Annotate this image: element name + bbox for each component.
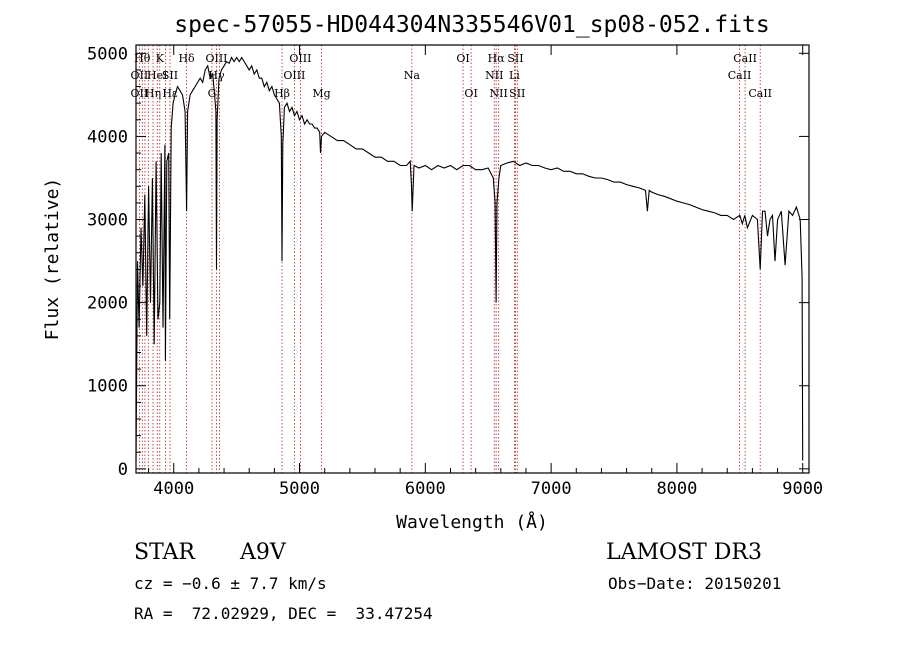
line-label: Hγ	[208, 69, 225, 82]
y-tick-label: 3000	[87, 211, 128, 231]
line-label: HeI	[147, 69, 167, 82]
line-label: SII	[507, 52, 523, 65]
line-label: K	[156, 52, 165, 65]
x-tick-label: 7000	[531, 479, 572, 499]
y-axis-label: Flux (relative)	[42, 178, 63, 341]
line-label: OIII	[205, 52, 227, 65]
x-tick-label: 9000	[782, 479, 823, 499]
line-label: Hα	[488, 52, 506, 65]
object-class: STAR	[134, 540, 195, 565]
observation-date: Obs−Date: 20150201	[608, 574, 782, 593]
x-tick-label: 6000	[405, 479, 446, 499]
line-label: NII	[485, 69, 503, 82]
spectrum-series-line	[135, 56, 804, 461]
line-label: CaII	[748, 87, 772, 100]
line-label: OIII	[289, 52, 311, 65]
y-axis-ticks: 0 1000 2000 3000 4000 5000	[87, 44, 809, 480]
chart-title: spec-57055-HD044304N335546V01_sp08-052.f…	[174, 12, 769, 38]
y-tick-label: 1000	[87, 377, 128, 397]
line-label: Hε	[162, 87, 178, 100]
line-label: OII	[131, 69, 149, 82]
line-label: OII	[131, 87, 149, 100]
object-subclass: A9V	[240, 540, 286, 565]
line-label: Na	[404, 69, 421, 82]
redshift-cz: cz = −0.6 ± 7.7 km/s	[134, 574, 327, 593]
emission-line-markers	[138, 45, 761, 473]
line-label: SII	[162, 69, 178, 82]
line-label: CaII	[733, 52, 757, 65]
line-label: Mg	[312, 87, 330, 100]
y-tick-label: 4000	[87, 127, 128, 147]
x-axis-ticks: 4000 5000 6000 7000 8000 9000	[148, 45, 823, 499]
line-label: OI	[464, 87, 477, 100]
line-label: SII	[509, 87, 525, 100]
x-tick-label: 5000	[279, 479, 320, 499]
line-label: Hη	[145, 87, 161, 100]
line-label: CaII	[728, 69, 752, 82]
x-tick-label: 8000	[656, 479, 697, 499]
line-label: G	[208, 87, 217, 100]
coordinates: RA = 72.02929, DEC = 33.47254	[134, 604, 433, 623]
y-tick-label: 5000	[87, 44, 128, 64]
plot-frame	[135, 44, 810, 474]
line-label: NII	[490, 87, 508, 100]
line-label: Hδ	[178, 52, 195, 65]
x-tick-label: 4000	[153, 479, 194, 499]
line-label: OI	[456, 52, 469, 65]
y-tick-label: 0	[118, 460, 128, 480]
line-label: OIII	[283, 69, 305, 82]
x-axis-label: Wavelength (Å)	[396, 511, 548, 533]
line-label: Hβ	[274, 87, 290, 100]
y-tick-label: 2000	[87, 294, 128, 314]
line-label: Hθ	[134, 52, 151, 65]
line-label: Li	[509, 69, 520, 82]
survey-name: LAMOST DR3	[606, 540, 762, 565]
